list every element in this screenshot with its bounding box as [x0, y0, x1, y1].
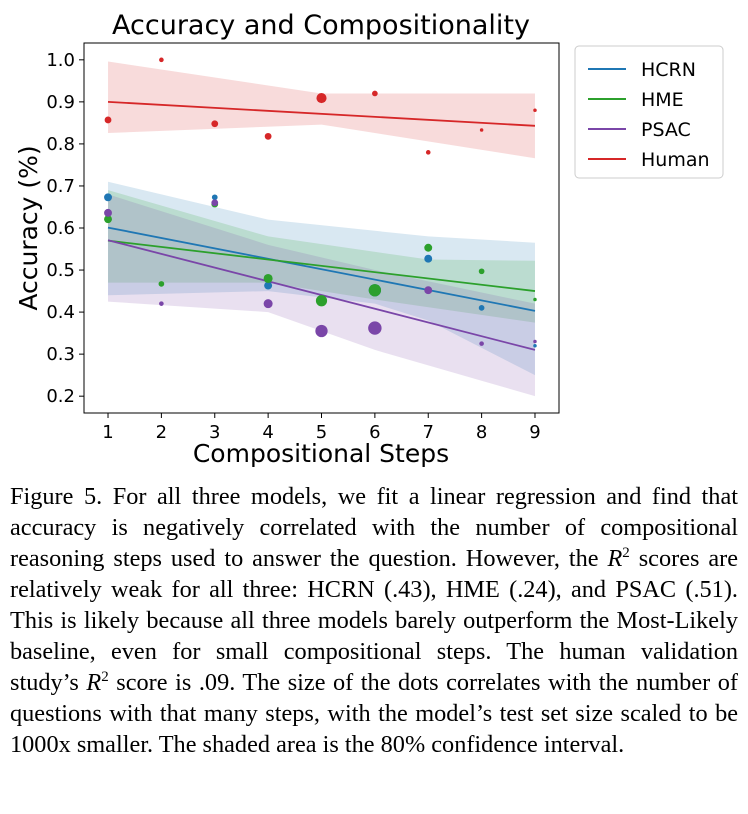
legend-label-hme: HME [641, 89, 684, 111]
data-point-human [316, 93, 327, 104]
data-point-hcrn [104, 193, 112, 202]
fit-lines [107, 100, 536, 351]
r-squared-exponent: 2 [101, 668, 109, 685]
y-tick-label: 0.7 [46, 176, 75, 197]
data-point-human [264, 132, 272, 140]
x-tick-label: 9 [529, 422, 540, 443]
r-squared-exponent: 2 [622, 544, 630, 561]
y-tick-label: 0.4 [46, 302, 75, 323]
y-tick-label: 0.2 [46, 386, 75, 407]
y-tick-label: 0.8 [46, 134, 75, 155]
data-point-human [372, 90, 378, 97]
caption-part-3: score is .09. The size of the dots corre… [10, 669, 738, 758]
data-point-human [159, 57, 164, 63]
data-point-psac [479, 341, 484, 346]
data-point-psac [315, 324, 328, 338]
x-tick-label: 4 [262, 422, 273, 443]
x-axis-label: Compositional Steps [193, 439, 449, 468]
x-axis-ticks: 1 2 3 4 5 6 7 8 9 [102, 413, 541, 443]
data-point-hme [368, 284, 382, 297]
caption-part-2: scores are relatively weak for all three… [10, 545, 739, 696]
x-tick-label: 6 [369, 422, 380, 443]
data-point-human [211, 120, 219, 128]
data-point-psac [368, 321, 382, 335]
data-point-psac [533, 339, 537, 344]
fit-line-human [107, 100, 536, 127]
r-squared-symbol: R [86, 669, 102, 696]
confidence-band-hcrn [108, 181, 535, 376]
data-point-hme [158, 281, 165, 287]
y-tick-label: 0.9 [46, 92, 75, 113]
data-point-human [533, 108, 537, 113]
legend-label-psac: PSAC [641, 119, 691, 141]
data-point-hcrn [533, 343, 537, 348]
data-point-psac [159, 301, 164, 306]
data-point-hme [533, 297, 537, 302]
y-axis-ticks: 0.2 0.3 0.4 0.5 0.6 0.7 0.8 0.9 1.0 [46, 50, 84, 407]
y-tick-label: 0.3 [46, 344, 75, 365]
fit-line-hcrn [107, 226, 536, 312]
x-tick-label: 3 [209, 422, 220, 443]
r-squared-symbol: R [607, 545, 623, 572]
data-points [104, 57, 537, 348]
fit-line-psac [107, 239, 536, 351]
data-point-hme [315, 295, 328, 307]
confidence-bands [108, 61, 535, 397]
data-point-psac [424, 286, 433, 295]
x-tick-label: 1 [102, 422, 113, 443]
data-point-hme [424, 243, 433, 252]
data-point-psac [211, 199, 219, 207]
data-point-hcrn [478, 305, 485, 311]
y-axis-label: Accuracy (%) [14, 145, 43, 310]
data-point-hme [478, 268, 485, 275]
confidence-band-human [108, 61, 535, 159]
caption-part-1: Figure 5. For all three models, we fit a… [10, 483, 738, 572]
x-tick-label: 8 [476, 422, 487, 443]
data-point-psac [104, 208, 112, 217]
data-point-psac [263, 299, 273, 309]
y-tick-label: 0.5 [46, 260, 75, 281]
data-point-hcrn [211, 194, 218, 201]
x-tick-label: 5 [316, 422, 327, 443]
x-tick-label: 7 [423, 422, 434, 443]
data-point-human [479, 128, 484, 132]
data-point-hme [263, 273, 273, 283]
chart-title: Accuracy and Compositionality [112, 10, 530, 41]
legend-frame [574, 45, 724, 179]
fit-line-hme [107, 239, 536, 292]
figure-caption: Figure 5. For all three models, we fit a… [10, 481, 738, 760]
data-point-hcrn [264, 281, 273, 290]
legend-label-hcrn: HCRN [641, 59, 696, 81]
legend: HCRN HME PSAC Human [574, 45, 724, 179]
y-tick-label: 1.0 [46, 50, 75, 71]
data-point-hme [104, 215, 112, 224]
y-tick-label: 0.6 [46, 218, 75, 239]
data-point-human [104, 116, 112, 124]
data-point-hcrn [424, 254, 433, 263]
x-tick-label: 2 [156, 422, 167, 443]
data-point-human [425, 150, 431, 155]
legend-label-human: Human [641, 149, 710, 171]
